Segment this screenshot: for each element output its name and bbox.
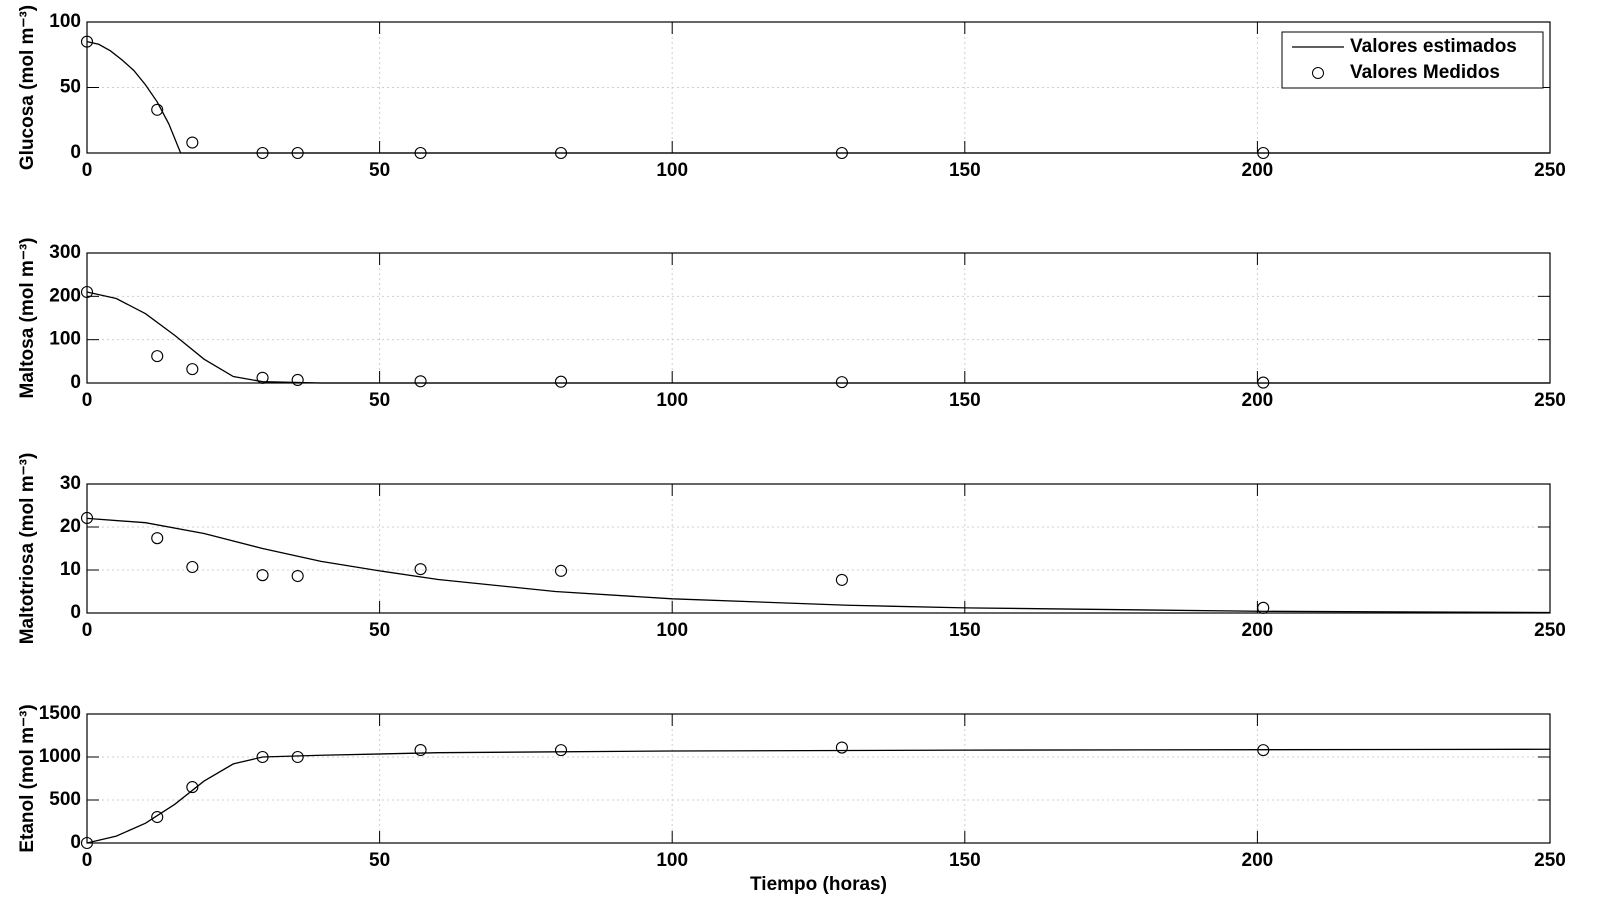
y-tick-label: 0 — [70, 832, 81, 853]
measured-point — [414, 743, 427, 757]
subplot: 0 50 100 150 200 250 0 50 100 Glucosa (mol m⁻³) Va… — [17, 5, 1566, 181]
measured-point — [186, 363, 199, 376]
y-tick-label: 500 — [49, 789, 81, 810]
measured-point — [414, 375, 427, 388]
y-tick-label: 0 — [70, 142, 81, 163]
x-tick-label: 250 — [1534, 160, 1566, 181]
measured-point — [80, 35, 94, 48]
y-tick-label: 1500 — [39, 703, 81, 724]
x-tick-label: 150 — [949, 390, 981, 411]
x-tick-label: 50 — [369, 160, 390, 181]
x-tick-label: 250 — [1534, 390, 1566, 411]
x-tick-label: 100 — [656, 160, 688, 181]
x-axis-label: Tiempo (horas) — [750, 874, 887, 895]
plot-frame — [86, 713, 1551, 844]
y-tick-label: 30 — [60, 473, 81, 494]
y-axis-label: Maltosa (mol m⁻³) — [17, 238, 38, 399]
measured-point — [291, 569, 304, 583]
measured-point — [835, 146, 848, 160]
measured-point — [256, 750, 269, 764]
y-tick-label: 300 — [49, 242, 81, 263]
measured-point — [151, 532, 164, 545]
x-tick-label: 150 — [949, 850, 981, 871]
measured-point — [1257, 601, 1270, 614]
x-tick-label: 250 — [1534, 850, 1566, 871]
y-tick-label: 0 — [70, 372, 81, 393]
x-tick-label: 200 — [1242, 390, 1274, 411]
measured-point — [80, 836, 94, 850]
subplot: 0 50 100 150 200 250 0 10 20 30 Maltotriosa (mol m… — [17, 453, 1566, 645]
x-tick-label: 150 — [949, 160, 981, 181]
x-tick-label: 200 — [1242, 620, 1274, 641]
x-tick-label: 0 — [82, 390, 93, 411]
measured-point — [80, 511, 94, 525]
y-axis-label: Maltotriosa (mol m⁻³) — [17, 453, 38, 645]
x-tick-label: 250 — [1534, 620, 1566, 641]
measured-point — [256, 371, 269, 384]
measured-point — [835, 376, 848, 389]
x-tick-label: 50 — [369, 850, 390, 871]
x-tick-label: 0 — [82, 620, 93, 641]
x-tick-label: 50 — [369, 620, 390, 641]
measured-point — [151, 103, 164, 116]
y-axis-label: Glucosa (mol m⁻³) — [17, 5, 38, 170]
estimated-line — [86, 41, 1550, 154]
measured-point — [256, 569, 269, 582]
plot-frame — [86, 483, 1551, 614]
measured-point — [1257, 146, 1270, 160]
y-tick-label: 10 — [60, 559, 81, 580]
estimated-line — [86, 291, 1550, 384]
y-tick-label: 50 — [60, 77, 81, 98]
x-tick-label: 200 — [1242, 160, 1274, 181]
x-tick-label: 100 — [656, 620, 688, 641]
y-axis-label: Etanol (mol m⁻³) — [17, 704, 38, 852]
x-tick-label: 100 — [656, 850, 688, 871]
y-tick-label: 100 — [49, 329, 81, 350]
x-tick-label: 100 — [656, 390, 688, 411]
measured-point — [186, 781, 199, 794]
plot-area — [87, 484, 1550, 613]
plot-area — [87, 253, 1550, 383]
measured-point — [291, 373, 304, 387]
measured-point — [554, 564, 568, 577]
measured-point — [151, 810, 164, 824]
measured-point — [291, 146, 304, 160]
measured-point — [80, 285, 94, 299]
y-tick-label: 1000 — [39, 746, 81, 767]
legend-label: Valores Medidos — [1350, 62, 1500, 83]
measured-point — [414, 146, 427, 160]
legend-box — [1281, 31, 1544, 89]
x-tick-label: 200 — [1242, 850, 1274, 871]
measured-point — [554, 375, 568, 388]
measured-point — [1257, 744, 1270, 757]
measured-point — [554, 146, 568, 160]
measured-point — [835, 741, 848, 754]
legend-label: Valores estimados — [1350, 36, 1517, 57]
measured-point — [554, 744, 568, 757]
measured-point — [151, 350, 164, 363]
x-tick-label: 0 — [82, 850, 93, 871]
measured-point — [1257, 376, 1270, 389]
x-tick-label: 50 — [369, 390, 390, 411]
estimated-line — [86, 517, 1551, 614]
estimated-line — [86, 748, 1551, 844]
measured-point — [835, 573, 848, 586]
measured-point — [256, 146, 269, 160]
legend-marker — [1312, 67, 1324, 79]
x-tick-label: 0 — [82, 160, 93, 181]
measured-point — [291, 750, 304, 764]
plot-area — [87, 714, 1550, 843]
x-tick-label: 150 — [949, 620, 981, 641]
measured-point — [414, 563, 427, 576]
y-tick-label: 20 — [60, 516, 81, 537]
measured-point — [186, 136, 199, 149]
subplot: 0 50 100 150 200 250 0 100 200 300 Maltosa (mol m⁻… — [17, 238, 1566, 412]
y-tick-label: 100 — [49, 11, 81, 32]
y-tick-label: 200 — [49, 285, 81, 306]
y-tick-label: 0 — [70, 602, 81, 623]
measured-point — [186, 560, 199, 574]
